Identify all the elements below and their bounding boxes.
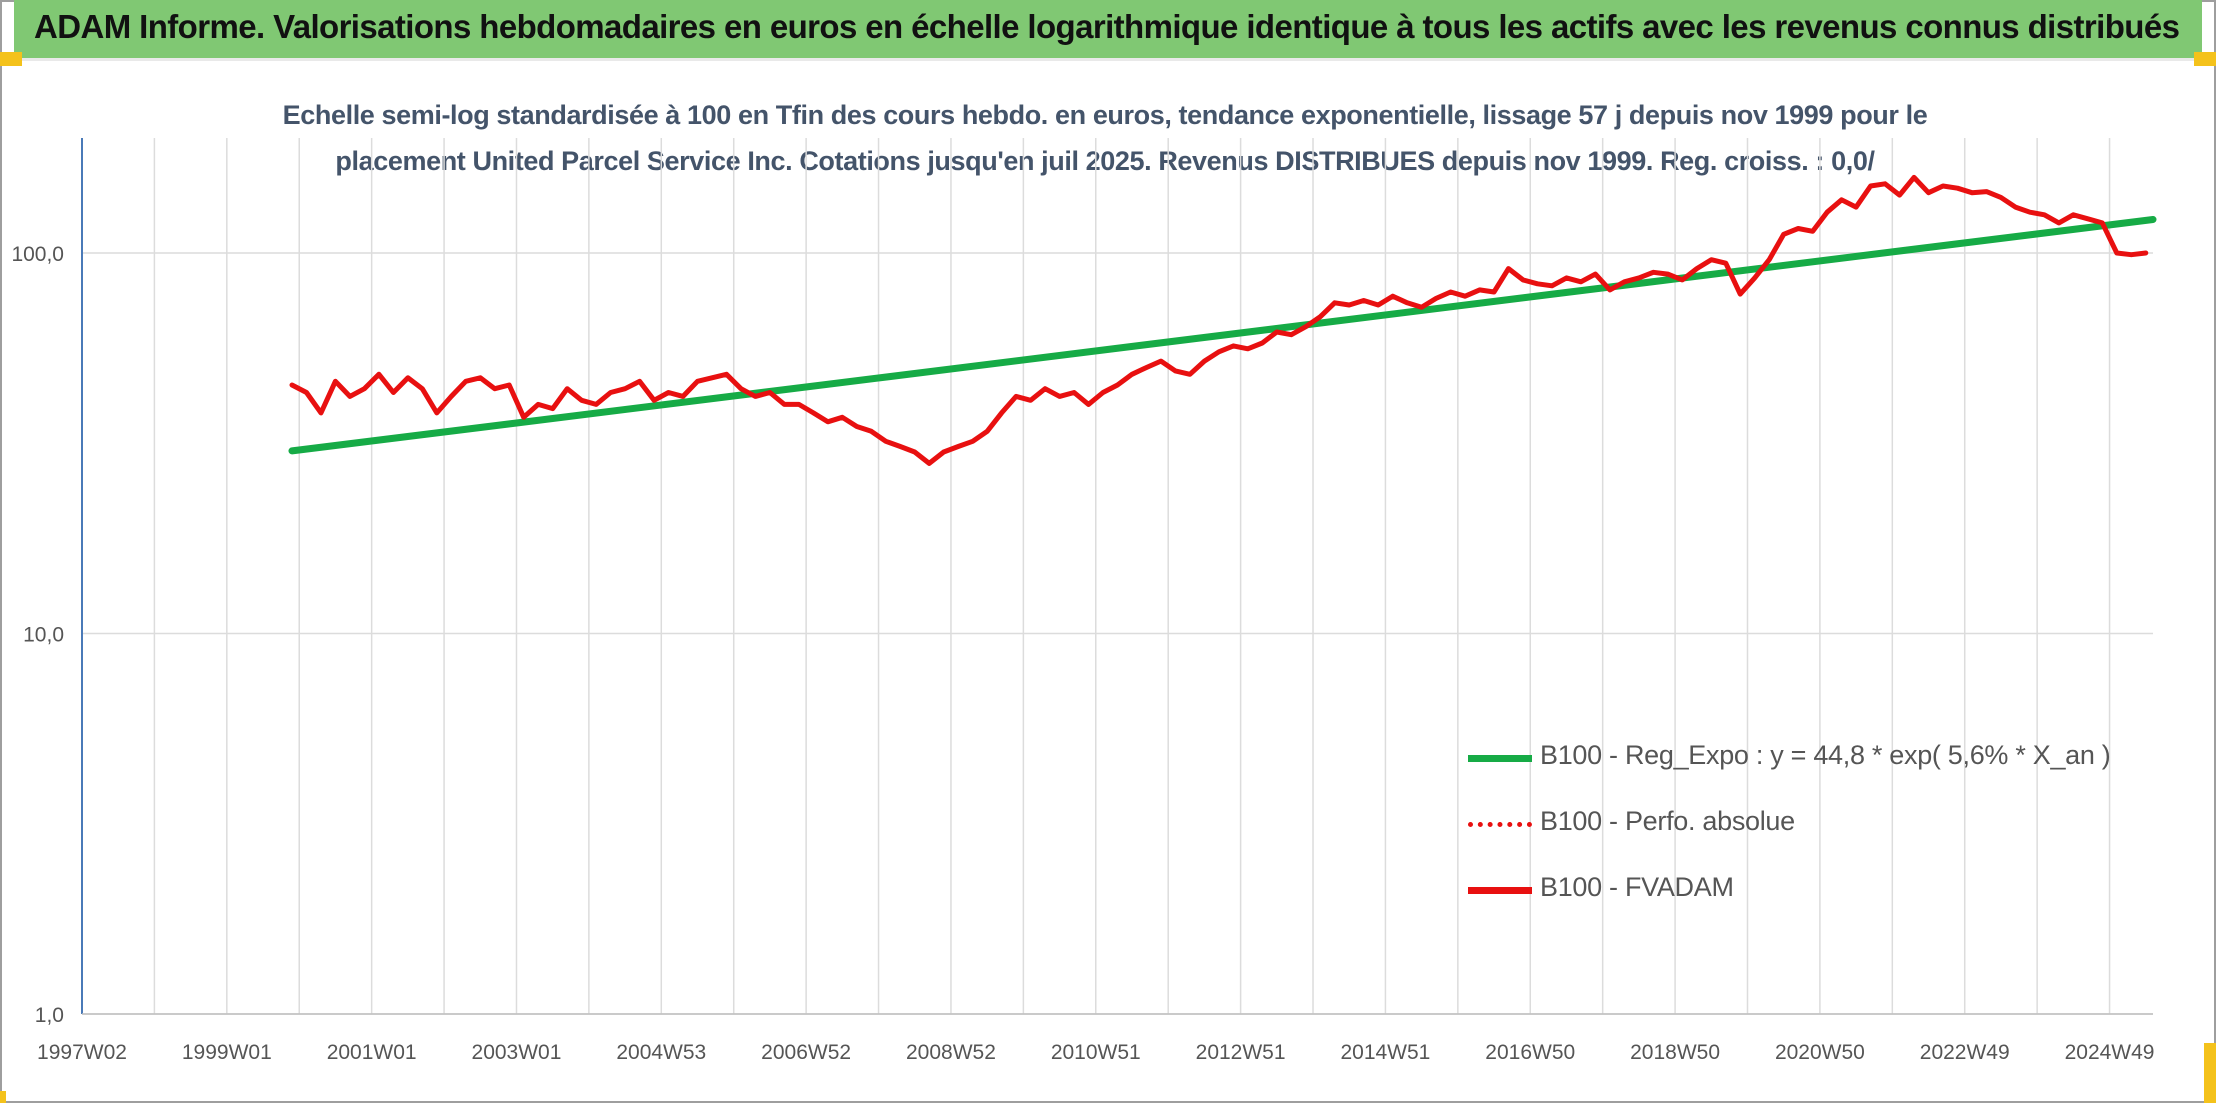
y-tick-label: 1,0: [35, 1004, 64, 1027]
axes: [81, 138, 2153, 1015]
report-title: ADAM Informe. Valorisations hebdomadaire…: [34, 8, 2180, 45]
y-tick-label: 100,0: [11, 243, 64, 266]
chart-title: Echelle semi-log standardisée à 100 en T…: [200, 92, 2010, 184]
corner-marker-top-right: [2194, 52, 2216, 66]
y-tick-label: 10,0: [23, 624, 64, 647]
corner-marker-bottom-left: [0, 1091, 6, 1103]
x-tick-label: 2016W50: [1485, 1041, 1575, 1064]
series-lines: [288, 174, 2157, 466]
x-tick-label: 2003W01: [472, 1041, 562, 1064]
x-tick-label: 2022W49: [1920, 1041, 2010, 1064]
chart-title-line-2: placement United Parcel Service Inc. Cot…: [335, 146, 1875, 176]
x-tick-label: 2012W51: [1196, 1041, 1286, 1064]
x-tick-label: 2010W51: [1051, 1041, 1141, 1064]
x-tick-label: 2020W50: [1775, 1041, 1865, 1064]
report-banner: ADAM Informe. Valorisations hebdomadaire…: [14, 0, 2202, 61]
series-line-trend: [288, 216, 2157, 455]
corner-marker-top-left: [0, 52, 22, 66]
legend-label-trend: B100 - Reg_Expo : y = 44,8 * exp( 5,6% *…: [1540, 740, 2111, 770]
corner-marker-bottom-right: [2204, 1043, 2216, 1103]
x-tick-label: 1997W02: [37, 1041, 127, 1064]
legend-swatch-trend: [1468, 755, 1532, 762]
x-tick-label: 2001W01: [327, 1041, 417, 1064]
x-tick-label: 1999W01: [182, 1041, 272, 1064]
series-line-fvadam: [289, 174, 2149, 466]
x-tick-label: 2024W49: [2065, 1041, 2155, 1064]
chart-title-line-1: Echelle semi-log standardisée à 100 en T…: [282, 100, 1928, 130]
legend-swatch-fvadam: [1468, 887, 1532, 894]
legend-swatch-perfo: [1468, 822, 1532, 827]
x-tick-label: 2004W53: [616, 1041, 706, 1064]
tick-labels: 1,0 10,0 100,0 1997W02 1999W01 2001W01 2003W01…: [11, 243, 2154, 1064]
x-tick-label: 2018W50: [1630, 1041, 1720, 1064]
grid-lines: [81, 138, 2153, 1015]
legend-label-fvadam: B100 - FVADAM: [1540, 872, 1734, 902]
legend-label-perfo: B100 - Perfo. absolue: [1540, 806, 1795, 836]
x-tick-label: 2006W52: [761, 1041, 851, 1064]
x-tick-label: 2014W51: [1340, 1041, 1430, 1064]
x-tick-label: 2008W52: [906, 1041, 996, 1064]
